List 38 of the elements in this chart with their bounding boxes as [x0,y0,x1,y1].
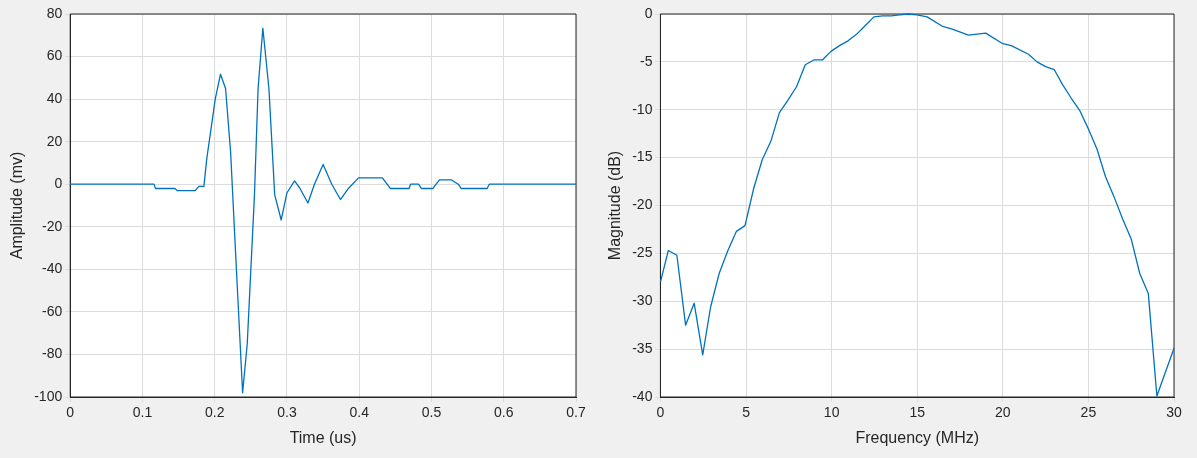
y-axis-title: Magnitude (dB) [606,150,624,261]
x-axis-title: Time (us) [289,428,357,446]
x-tick-label: 15 [909,404,926,421]
y-tick-label: 20 [46,132,63,149]
y-tick-label: -25 [632,244,653,261]
y-tick-label: -40 [632,387,653,404]
x-tick-label: 0.6 [494,404,514,421]
y-tick-label: -20 [41,217,63,234]
y-tick-label: -80 [41,345,63,362]
y-tick-label: -15 [632,148,653,165]
x-tick-label: 0.4 [349,404,370,421]
y-tick-label: -20 [632,196,653,213]
y-tick-label: 60 [46,47,63,64]
y-tick-label: 40 [46,89,63,106]
x-tick-label: 20 [995,404,1011,421]
y-tick-label: 0 [54,175,63,192]
y-tick-label: 0 [644,4,653,21]
x-tick-label: 30 [1166,404,1182,421]
y-tick-label: -10 [632,100,653,117]
x-tick-label: 0.3 [277,404,297,421]
y-tick-label: -5 [639,52,653,69]
x-tick-label: 5 [742,404,751,421]
y-tick-label: -30 [632,292,653,309]
y-tick-label: 80 [46,4,63,21]
y-tick-label: -100 [34,387,63,404]
y-tick-label: -60 [41,302,63,319]
x-tick-label: 0 [656,404,665,421]
x-tick-label: 0 [66,404,75,421]
x-tick-label: 0.7 [566,404,586,421]
y-tick-label: -35 [632,339,653,356]
x-tick-label: 0.5 [421,404,442,421]
x-tick-label: 0.2 [204,404,225,421]
y-tick-label: -40 [41,260,63,277]
x-axis-title: Frequency (MHz) [855,428,980,446]
x-tick-label: 25 [1080,404,1097,421]
x-tick-label: 0.1 [132,404,153,421]
y-axis-title: Amplitude (mv) [8,151,26,260]
x-tick-label: 10 [823,404,840,421]
